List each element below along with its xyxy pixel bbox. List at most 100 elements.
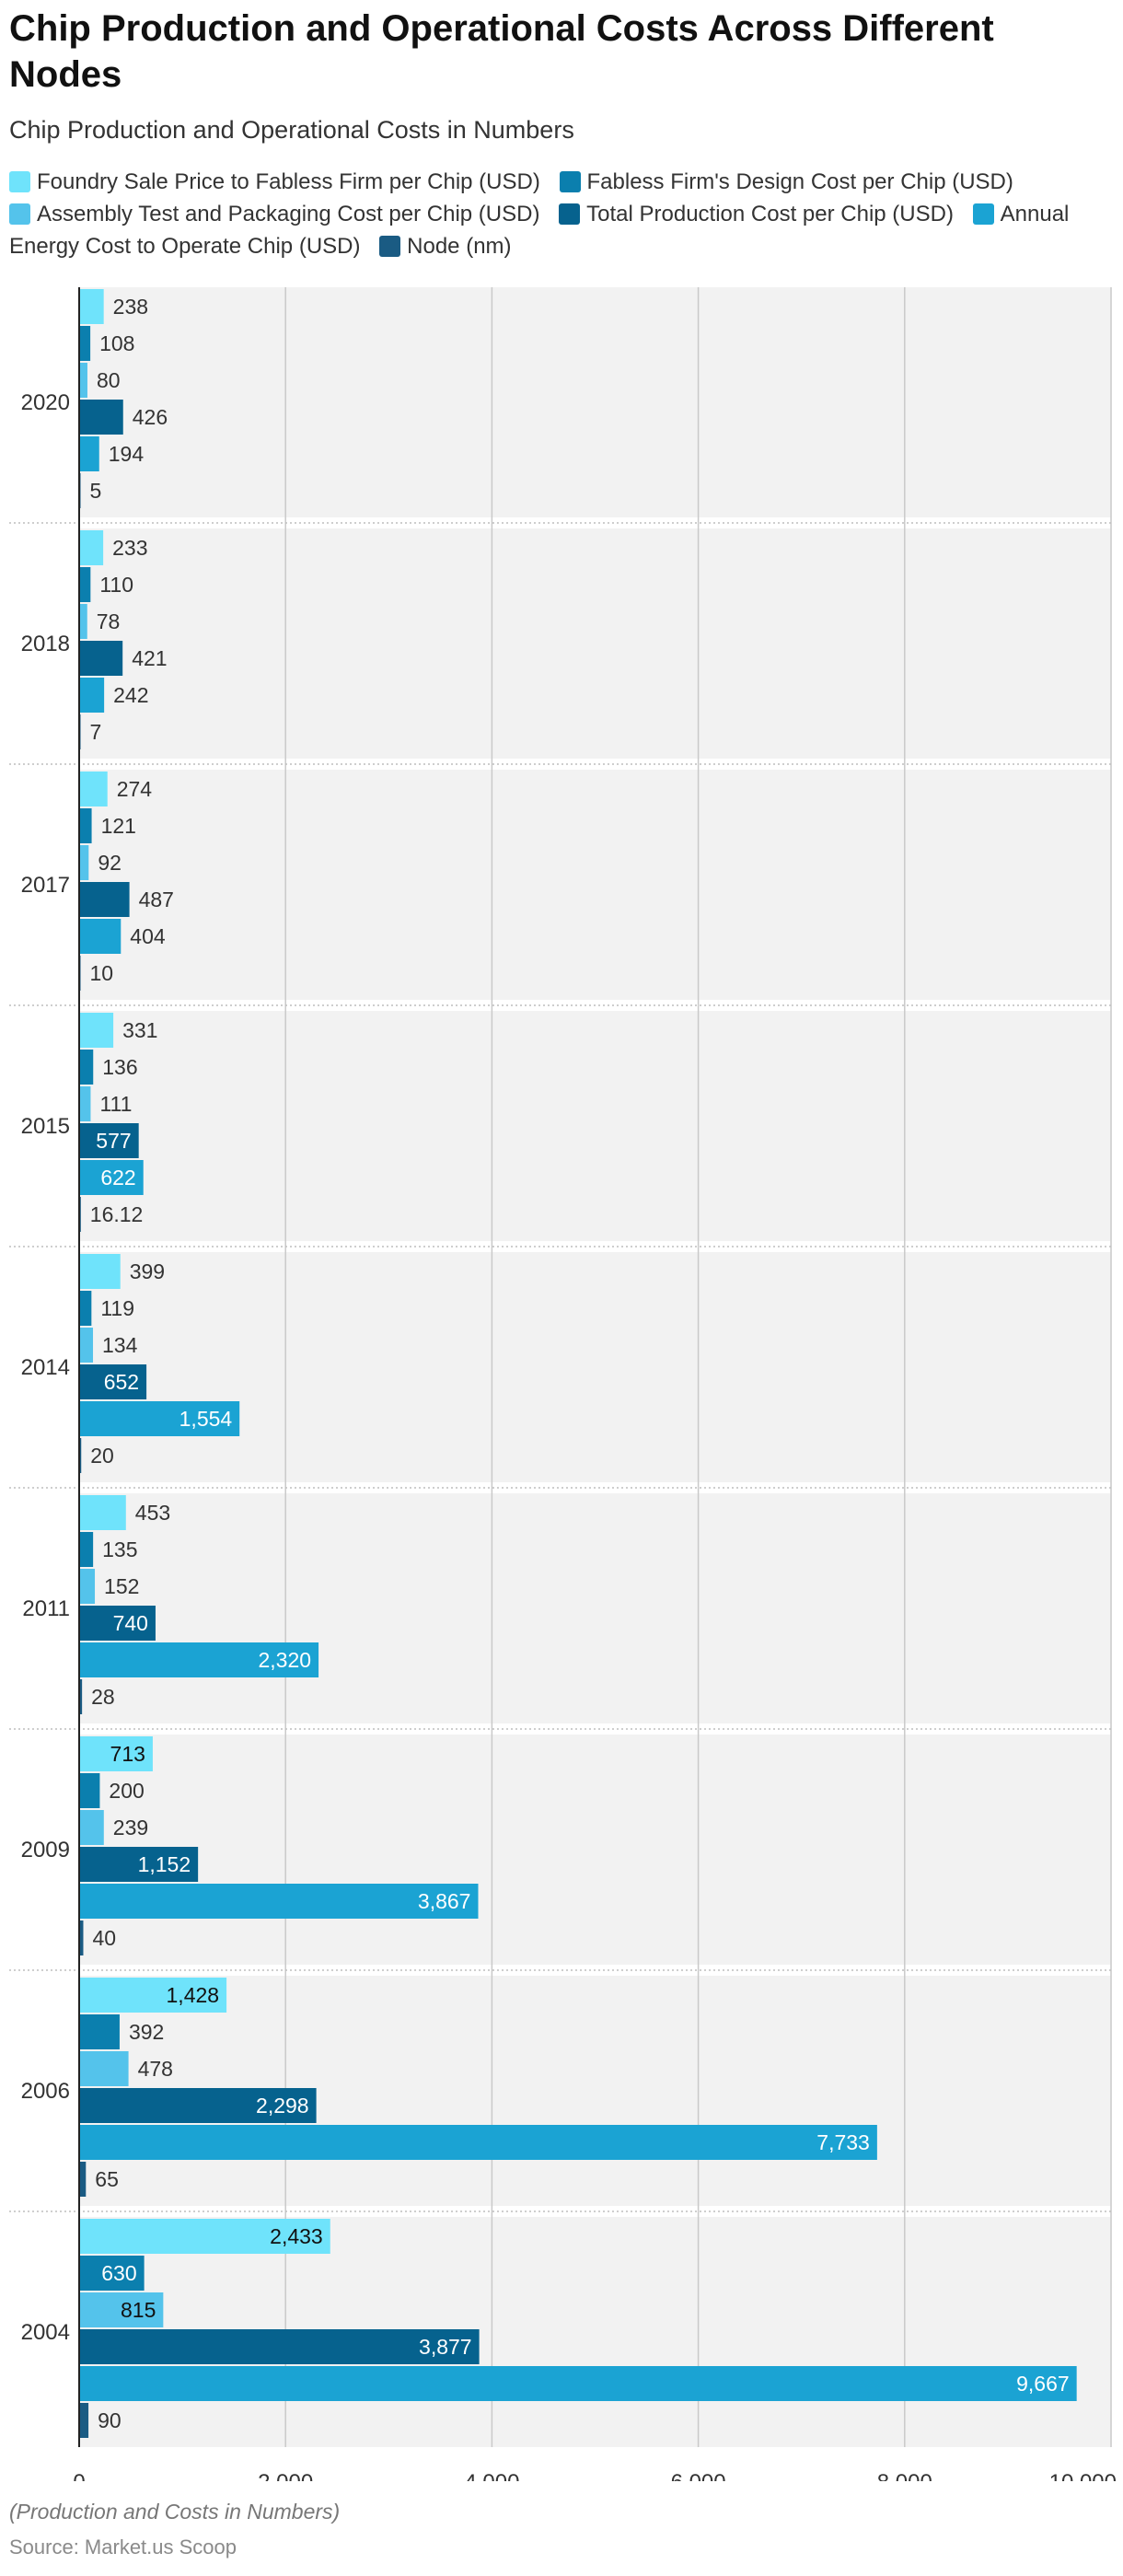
bar bbox=[79, 1810, 104, 1845]
group-band bbox=[79, 1735, 1111, 1965]
value-label: 119 bbox=[100, 1296, 134, 1320]
bar bbox=[79, 678, 105, 713]
bar bbox=[79, 1438, 82, 1473]
value-label: 90 bbox=[98, 2408, 122, 2432]
value-label: 200 bbox=[109, 1779, 144, 1803]
category-label: 2014 bbox=[21, 1355, 70, 1380]
bar bbox=[79, 1364, 147, 1399]
value-label: 2,298 bbox=[256, 2094, 309, 2118]
legend-label: Assembly Test and Packaging Cost per Chi… bbox=[37, 202, 540, 226]
bar bbox=[79, 1160, 144, 1195]
legend-item-6: Node (nm) bbox=[379, 234, 512, 259]
value-label: 331 bbox=[122, 1018, 157, 1042]
bar bbox=[79, 2403, 89, 2438]
value-label: 110 bbox=[99, 573, 133, 597]
value-label: 16.12 bbox=[90, 1202, 144, 1226]
bar bbox=[79, 1532, 94, 1567]
bar bbox=[79, 808, 92, 843]
bar bbox=[79, 1736, 153, 1771]
bar bbox=[79, 641, 123, 676]
bar bbox=[79, 1920, 84, 1955]
value-label: 121 bbox=[101, 814, 136, 838]
group-band bbox=[79, 770, 1111, 1000]
bar bbox=[79, 400, 123, 435]
x-tick-label: 6,000 bbox=[671, 2470, 726, 2481]
value-label: 238 bbox=[113, 295, 148, 319]
value-label: 108 bbox=[99, 331, 134, 355]
legend-swatch bbox=[9, 171, 30, 192]
bar bbox=[79, 1050, 94, 1085]
x-tick-label: 2,000 bbox=[258, 2470, 313, 2481]
category-label: 2020 bbox=[21, 390, 70, 415]
bar bbox=[79, 1978, 227, 2013]
value-label: 152 bbox=[104, 1574, 139, 1598]
x-tick-label: 0 bbox=[73, 2470, 85, 2481]
bar bbox=[79, 567, 91, 602]
legend-label: Total Production Cost per Chip (USD) bbox=[586, 202, 954, 226]
value-label: 740 bbox=[113, 1611, 148, 1635]
value-label: 78 bbox=[97, 609, 121, 633]
bar bbox=[79, 1569, 96, 1604]
legend-swatch bbox=[9, 203, 30, 225]
value-label: 815 bbox=[121, 2298, 156, 2322]
bar bbox=[79, 1328, 94, 1363]
category-label: 2004 bbox=[21, 2320, 70, 2345]
bar bbox=[79, 2051, 129, 2086]
category-label: 2018 bbox=[21, 632, 70, 656]
bar bbox=[79, 2219, 330, 2254]
bar-chart: 238 108 80 426 194 5 2020 233 110 78 421 242 7 2018 27… bbox=[9, 287, 1117, 2481]
bar bbox=[79, 772, 108, 806]
value-label: 453 bbox=[135, 1501, 170, 1525]
value-label: 713 bbox=[110, 1742, 145, 1766]
group-band bbox=[79, 528, 1111, 759]
legend-item-5: Annual Energy Cost to Operate Chip (USD) bbox=[9, 202, 1069, 259]
bar bbox=[79, 436, 99, 471]
value-label: 577 bbox=[96, 1129, 131, 1153]
bar bbox=[79, 1679, 83, 1714]
bar bbox=[79, 604, 87, 639]
value-label: 3,867 bbox=[418, 1889, 471, 1913]
value-label: 7,733 bbox=[816, 2130, 870, 2154]
value-label: 622 bbox=[100, 1166, 135, 1189]
legend-label: Node (nm) bbox=[407, 234, 512, 259]
value-label: 5 bbox=[90, 479, 102, 503]
legend-item-3: Assembly Test and Packaging Cost per Chi… bbox=[9, 202, 539, 226]
category-label: 2009 bbox=[21, 1838, 70, 1862]
legend-swatch bbox=[972, 203, 994, 225]
bar bbox=[79, 1884, 479, 1919]
category-label: 2006 bbox=[21, 2079, 70, 2104]
bar bbox=[79, 2366, 1077, 2401]
group-band bbox=[79, 1252, 1111, 1482]
category-label: 2011 bbox=[22, 1596, 70, 1621]
bar bbox=[79, 2256, 145, 2291]
bar bbox=[79, 1291, 92, 1326]
legend-label: Foundry Sale Price to Fabless Firm per C… bbox=[37, 169, 540, 194]
bar bbox=[79, 2088, 317, 2123]
group-band bbox=[79, 1011, 1111, 1241]
bar bbox=[79, 1773, 100, 1808]
legend-label: Fabless Firm's Design Cost per Chip (USD… bbox=[586, 169, 1013, 194]
value-label: 20 bbox=[90, 1444, 114, 1468]
value-label: 111 bbox=[99, 1092, 132, 1116]
value-label: 65 bbox=[95, 2167, 119, 2191]
value-label: 134 bbox=[102, 1333, 138, 1357]
chart-note: (Production and Costs in Numbers) bbox=[9, 2500, 341, 2524]
value-label: 136 bbox=[102, 1055, 137, 1079]
value-label: 478 bbox=[138, 2057, 173, 2081]
legend-swatch bbox=[559, 203, 581, 225]
legend-item-4: Total Production Cost per Chip (USD) bbox=[559, 202, 954, 226]
bar bbox=[79, 2014, 120, 2049]
legend-swatch bbox=[379, 236, 401, 257]
bar bbox=[79, 1495, 126, 1530]
value-label: 28 bbox=[91, 1685, 115, 1709]
value-label: 3,877 bbox=[419, 2335, 472, 2359]
group-band bbox=[79, 287, 1111, 517]
value-label: 2,433 bbox=[270, 2224, 323, 2248]
bar bbox=[79, 1847, 199, 1882]
legend-swatch bbox=[559, 171, 581, 192]
x-tick-label: 4,000 bbox=[464, 2470, 519, 2481]
bar bbox=[79, 1013, 114, 1048]
value-label: 2,320 bbox=[259, 1648, 312, 1672]
chart-subtitle: Chip Production and Operational Costs in… bbox=[9, 116, 574, 144]
bar bbox=[79, 845, 89, 880]
